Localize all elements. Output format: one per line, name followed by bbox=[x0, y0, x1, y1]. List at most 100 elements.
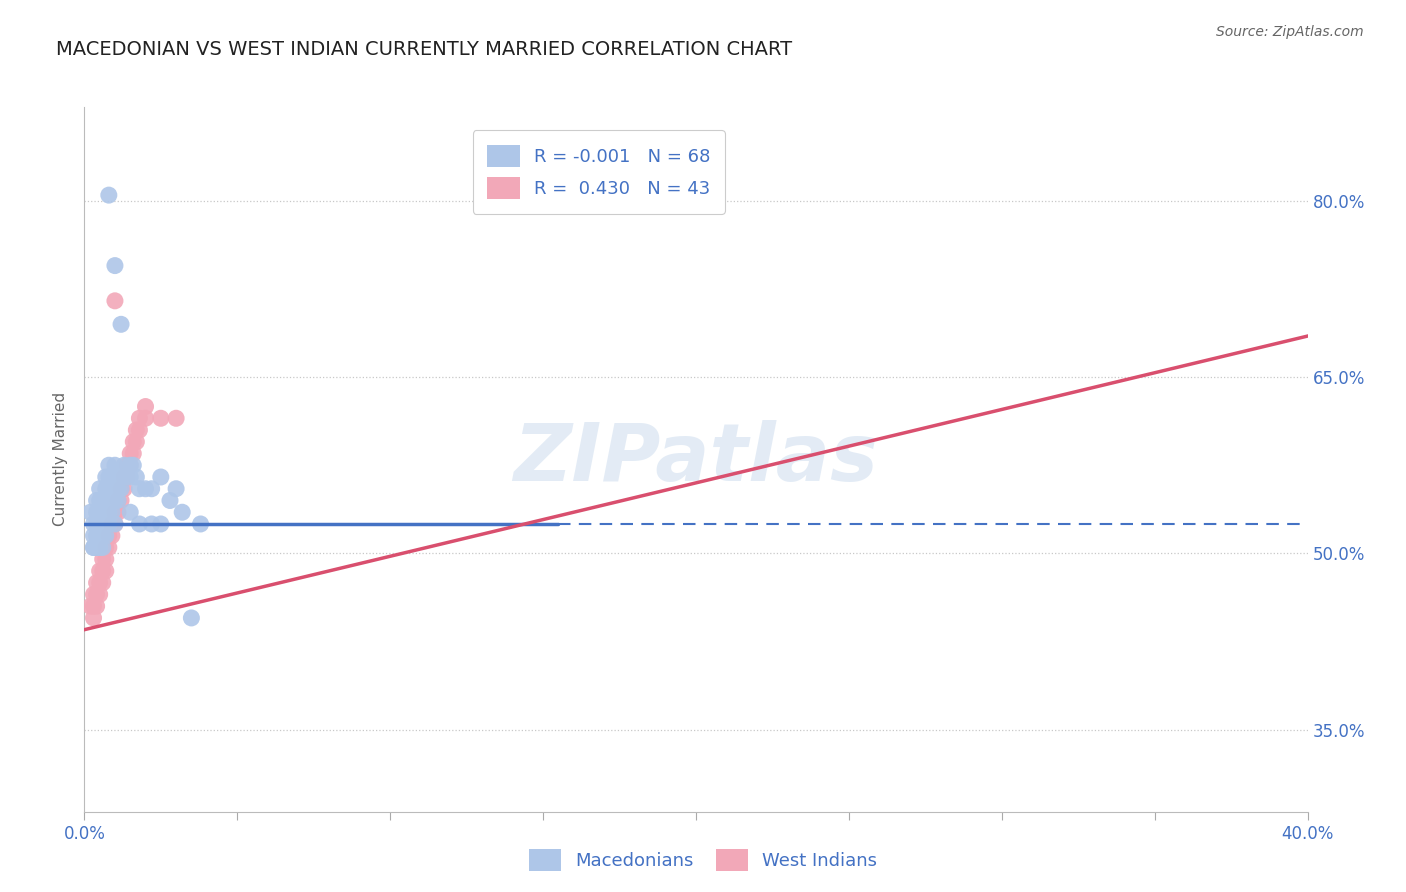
Point bbox=[86, 505, 108, 519]
Point bbox=[94, 482, 117, 496]
Point bbox=[79, 505, 101, 519]
Point bbox=[112, 482, 135, 496]
Point bbox=[120, 505, 142, 519]
Point bbox=[115, 470, 138, 484]
Point bbox=[86, 529, 108, 543]
Point bbox=[104, 516, 127, 531]
Point bbox=[86, 599, 108, 614]
Point bbox=[91, 575, 114, 590]
Point bbox=[101, 516, 124, 531]
Point bbox=[89, 529, 111, 543]
Point bbox=[104, 482, 127, 496]
Point bbox=[125, 423, 148, 437]
Point bbox=[97, 482, 120, 496]
Point bbox=[83, 587, 105, 601]
Point bbox=[120, 446, 142, 460]
Point bbox=[120, 458, 142, 473]
Point bbox=[91, 564, 114, 578]
Point bbox=[149, 516, 172, 531]
Point bbox=[107, 493, 129, 508]
Point bbox=[94, 505, 117, 519]
Point bbox=[128, 423, 150, 437]
Point bbox=[120, 458, 142, 473]
Point bbox=[97, 516, 120, 531]
Text: Source: ZipAtlas.com: Source: ZipAtlas.com bbox=[1216, 25, 1364, 39]
Point bbox=[107, 505, 129, 519]
Point bbox=[101, 482, 124, 496]
Point bbox=[107, 493, 129, 508]
Point bbox=[89, 541, 111, 555]
Point bbox=[149, 470, 172, 484]
Point bbox=[104, 259, 127, 273]
Point bbox=[89, 587, 111, 601]
Point bbox=[104, 293, 127, 308]
Text: MACEDONIAN VS WEST INDIAN CURRENTLY MARRIED CORRELATION CHART: MACEDONIAN VS WEST INDIAN CURRENTLY MARR… bbox=[56, 40, 793, 59]
Point bbox=[83, 516, 105, 531]
Point bbox=[83, 611, 105, 625]
Point bbox=[110, 470, 132, 484]
Point bbox=[104, 470, 127, 484]
Point bbox=[97, 493, 120, 508]
Point bbox=[165, 482, 187, 496]
Point bbox=[120, 470, 142, 484]
Point bbox=[112, 458, 135, 473]
Point bbox=[89, 505, 111, 519]
Legend: R = -0.001   N = 68, R =  0.430   N = 43: R = -0.001 N = 68, R = 0.430 N = 43 bbox=[472, 130, 725, 214]
Point bbox=[101, 493, 124, 508]
Point bbox=[83, 541, 105, 555]
Point bbox=[104, 458, 127, 473]
Point bbox=[89, 575, 111, 590]
Text: ZIPatlas: ZIPatlas bbox=[513, 420, 879, 499]
Point bbox=[86, 575, 108, 590]
Point bbox=[115, 458, 138, 473]
Point bbox=[97, 541, 120, 555]
Point bbox=[122, 458, 145, 473]
Point bbox=[122, 446, 145, 460]
Point bbox=[83, 541, 105, 555]
Point bbox=[97, 470, 120, 484]
Point bbox=[110, 482, 132, 496]
Point bbox=[89, 516, 111, 531]
Point bbox=[135, 400, 157, 414]
Point bbox=[89, 482, 111, 496]
Point bbox=[94, 516, 117, 531]
Legend: Macedonians, West Indians: Macedonians, West Indians bbox=[522, 842, 884, 879]
Point bbox=[107, 482, 129, 496]
Point bbox=[112, 470, 135, 484]
Point bbox=[125, 434, 148, 449]
Point bbox=[101, 470, 124, 484]
Point bbox=[94, 529, 117, 543]
Point bbox=[159, 493, 181, 508]
Point bbox=[91, 516, 114, 531]
Point bbox=[104, 505, 127, 519]
Point bbox=[89, 564, 111, 578]
Point bbox=[104, 516, 127, 531]
Point bbox=[86, 587, 108, 601]
Point bbox=[112, 470, 135, 484]
Point bbox=[165, 411, 187, 425]
Point bbox=[97, 505, 120, 519]
Point bbox=[135, 482, 157, 496]
Point bbox=[83, 529, 105, 543]
Point bbox=[91, 505, 114, 519]
Point bbox=[79, 599, 101, 614]
Point bbox=[86, 516, 108, 531]
Point bbox=[97, 458, 120, 473]
Point bbox=[91, 493, 114, 508]
Point bbox=[141, 516, 163, 531]
Point bbox=[180, 611, 202, 625]
Point bbox=[110, 318, 132, 332]
Point bbox=[110, 482, 132, 496]
Point bbox=[86, 493, 108, 508]
Point bbox=[86, 541, 108, 555]
Point bbox=[91, 552, 114, 566]
Point bbox=[94, 493, 117, 508]
Point bbox=[97, 188, 120, 202]
Point bbox=[97, 529, 120, 543]
Point bbox=[89, 493, 111, 508]
Point bbox=[83, 599, 105, 614]
Y-axis label: Currently Married: Currently Married bbox=[53, 392, 69, 526]
Point bbox=[91, 529, 114, 543]
Point bbox=[128, 411, 150, 425]
Point bbox=[122, 434, 145, 449]
